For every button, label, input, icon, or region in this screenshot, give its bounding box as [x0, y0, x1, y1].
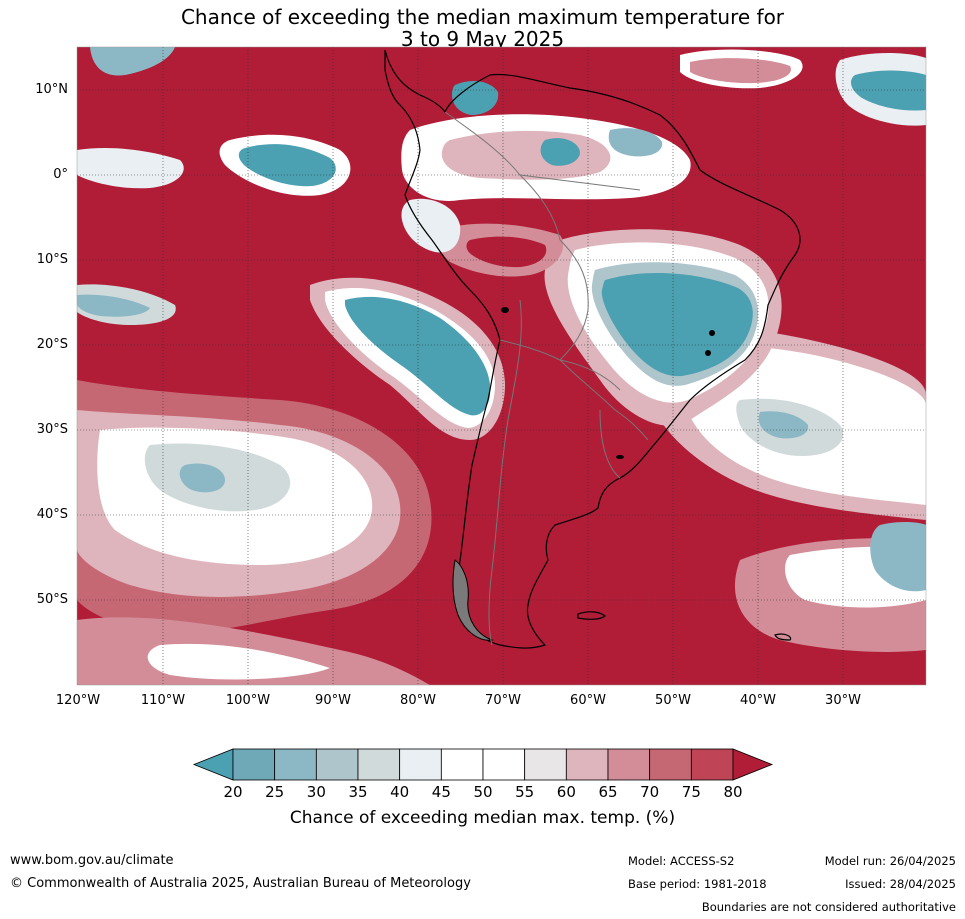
colorbar-tick-label: 65 [598, 783, 618, 801]
footer-disclaimer: Boundaries are not considered authoritat… [701, 900, 956, 914]
colorbar-segment [440, 748, 484, 781]
map-field [77, 47, 926, 685]
country-borders [444, 111, 649, 646]
colorbar-segment [232, 748, 276, 781]
equatorial-pacific-cool [238, 144, 336, 187]
lat-label-0: 0° [53, 167, 68, 182]
chart-title-line2: 3 to 9 May 2025 [400, 27, 565, 51]
colorbar-lower-extend [192, 748, 234, 781]
colorbar-tick-label: 25 [265, 783, 285, 801]
colorbar-segment [649, 748, 692, 781]
colorbar-tick-label: 45 [431, 783, 451, 801]
colorbar-tick-label: 50 [473, 783, 493, 801]
colorbar-segment [565, 748, 609, 781]
colorbar-segment [690, 748, 734, 781]
west-pacific-cool-core [77, 294, 150, 317]
andes-hot [466, 236, 547, 268]
lat-label-40s: 40°S [36, 507, 68, 522]
colorbar-segment [274, 748, 317, 781]
lon-label-60w: 60°W [570, 693, 606, 708]
lon-label-40w: 40°W [740, 693, 776, 708]
ecuador-neutral [401, 198, 461, 253]
pacific-far-south-inner [147, 643, 330, 680]
lon-label-100w: 100°W [225, 693, 271, 708]
colorbar-tick-label: 20 [223, 783, 243, 801]
colorbar-tick-label: 55 [515, 783, 535, 801]
south-georgia [774, 633, 792, 641]
colorbar-tick-label: 30 [306, 783, 326, 801]
lon-label-50w: 50°W [655, 693, 691, 708]
lon-label-70w: 70°W [485, 693, 521, 708]
colorbar-tick-label: 75 [681, 783, 701, 801]
colorbar-segment [607, 748, 651, 781]
footer-copyright: © Commonwealth of Australia 2025, Austra… [10, 876, 471, 891]
lat-label-10s: 10°S [36, 252, 68, 267]
colombia-cool [452, 80, 499, 115]
lat-label-50s: 50°S [36, 592, 68, 607]
footer-website: www.bom.gov.au/climate [10, 853, 174, 868]
map-frame [76, 46, 927, 686]
lon-label-30w: 30°W [825, 693, 861, 708]
lon-label-110w: 110°W [140, 693, 186, 708]
coastline-south-america [384, 49, 801, 649]
colorbar-label: Chance of exceeding median max. temp. (%… [289, 808, 676, 828]
footer-issued: Issued: 28/04/2025 [845, 877, 956, 891]
colorbar-segment [399, 748, 442, 781]
brazil-cool-core [601, 273, 753, 377]
falkland-islands [577, 611, 606, 620]
colorbar-tick-label: 35 [348, 783, 368, 801]
colorbar-segment [524, 748, 567, 781]
patagonia-islands [452, 559, 494, 641]
footer-model-run: Model run: 26/04/2025 [824, 854, 956, 868]
amazon-cool-2 [608, 128, 663, 157]
lakes [501, 307, 715, 459]
colorbar-tick-label: 60 [556, 783, 576, 801]
pacific-cool-tongue [345, 296, 491, 416]
colorbar-segment [357, 748, 401, 781]
lat-label-30s: 30°S [36, 422, 68, 437]
footer-base-period: Base period: 1981-2018 [628, 877, 767, 891]
north-pacific-cool [90, 47, 175, 76]
colorbar-tick-label: 40 [390, 783, 410, 801]
colorbar [192, 748, 774, 781]
se-atlantic-cool [870, 521, 926, 592]
colorbar-tick-label: 80 [723, 783, 743, 801]
colorbar-segment [482, 748, 526, 781]
lat-label-20s: 20°S [36, 337, 68, 352]
lon-label-120w: 120°W [55, 693, 101, 708]
colorbar-upper-extend [732, 748, 774, 781]
lat-label-10n: 10°N [35, 82, 68, 97]
south-atlantic-cool-core [758, 411, 809, 439]
colorbar-tick-label: 70 [640, 783, 660, 801]
lon-label-90w: 90°W [315, 693, 351, 708]
north-atlantic-cool [690, 58, 791, 84]
lon-label-80w: 80°W [400, 693, 436, 708]
amazon-cool-1 [540, 138, 580, 166]
colorbar-segment [315, 748, 359, 781]
footer-model: Model: ACCESS-S2 [628, 854, 735, 868]
pacific-south-cool-core [179, 463, 225, 493]
west-equatorial-neutral [77, 148, 184, 189]
ne-atlantic-cool [850, 70, 926, 111]
n-sa-warm [441, 130, 611, 180]
chart-title-line1: Chance of exceeding the median maximum t… [180, 5, 785, 29]
graticule [77, 47, 926, 685]
